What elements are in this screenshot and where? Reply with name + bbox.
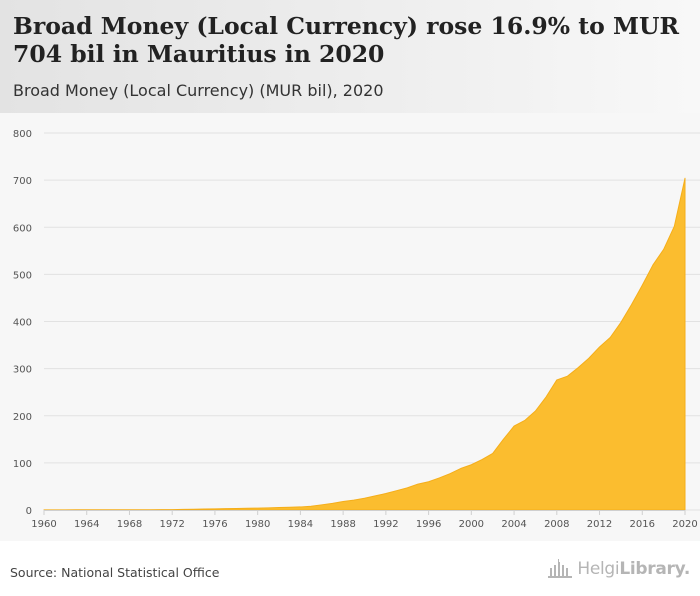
data-point	[481, 459, 483, 461]
data-point	[406, 487, 408, 489]
logo-text-library: Library.	[619, 559, 690, 579]
y-tick-label: 300	[13, 365, 32, 376]
y-tick-label: 600	[13, 223, 32, 234]
data-point	[460, 468, 462, 470]
data-point	[428, 481, 430, 483]
data-point	[289, 506, 291, 508]
data-point	[203, 508, 205, 510]
data-point	[588, 357, 590, 359]
x-tick-label: 2004	[501, 519, 526, 530]
y-tick-label: 500	[13, 270, 32, 281]
x-tick-label: 1960	[31, 519, 56, 530]
data-point	[364, 497, 366, 499]
data-point	[321, 504, 323, 506]
data-point	[332, 503, 334, 505]
x-tick-label: 1992	[373, 519, 398, 530]
x-tick-label: 1996	[416, 519, 441, 530]
data-point	[310, 505, 312, 507]
data-point	[620, 322, 622, 324]
data-point	[278, 507, 280, 509]
chart-subtitle: Broad Money (Local Currency) (MUR bil), …	[13, 81, 384, 100]
chart-header: Broad Money (Local Currency) rose 16.9% …	[0, 0, 700, 113]
x-tick-label: 1968	[117, 519, 142, 530]
data-point	[300, 506, 302, 508]
data-point	[577, 367, 579, 369]
x-tick-label: 1972	[159, 519, 184, 530]
data-point	[567, 375, 569, 377]
data-area	[43, 177, 686, 511]
series-area	[43, 177, 686, 511]
data-point	[246, 508, 248, 510]
data-point	[599, 346, 601, 348]
data-point	[471, 464, 473, 466]
axis-ticks: 0 100 200 300 400 500 600 700 800 1960 1964 1968 197…	[13, 129, 698, 530]
data-point	[353, 499, 355, 501]
data-point	[535, 410, 537, 412]
data-point	[385, 493, 387, 495]
source-note: Source: National Statistical Office	[10, 565, 220, 580]
x-tick-label: 2016	[630, 519, 655, 530]
data-point	[652, 264, 654, 266]
logo-text-helgi: Helgi	[577, 559, 620, 579]
x-tick-label: 1980	[245, 519, 270, 530]
data-point	[449, 473, 451, 475]
helgi-library-logo[interactable]: HelgiLibrary.	[547, 559, 690, 579]
x-tick-label: 2012	[587, 519, 612, 530]
x-tick-label: 2020	[672, 519, 697, 530]
data-point	[374, 495, 376, 497]
data-point	[545, 396, 547, 398]
y-tick-label: 400	[13, 318, 32, 329]
data-point	[609, 337, 611, 339]
data-point	[556, 379, 558, 381]
area-chart: 0 100 200 300 400 500 600 700 800 1960 1964 1968 197…	[13, 129, 700, 530]
data-point	[438, 477, 440, 479]
data-point	[663, 249, 665, 251]
x-tick-label: 1976	[202, 519, 227, 530]
x-tick-label: 1988	[330, 519, 355, 530]
data-point	[524, 420, 526, 422]
y-tick-label: 200	[13, 412, 32, 423]
data-point	[417, 483, 419, 485]
data-point	[182, 509, 184, 511]
data-point	[641, 284, 643, 286]
data-point	[492, 453, 494, 455]
x-tick-label: 1984	[288, 519, 313, 530]
data-point	[674, 226, 676, 228]
data-point	[513, 425, 515, 427]
chart-title: Broad Money (Local Currency) rose 16.9% …	[13, 12, 680, 68]
y-tick-label: 0	[26, 506, 32, 517]
y-tick-label: 800	[13, 129, 32, 140]
data-point	[503, 439, 505, 441]
chart-footer: Source: National Statistical Office Helg…	[0, 541, 700, 596]
data-point	[225, 508, 227, 510]
data-point	[396, 490, 398, 492]
data-point	[214, 508, 216, 510]
x-tick-label: 1964	[74, 519, 99, 530]
data-point	[236, 508, 238, 510]
data-point	[342, 501, 344, 503]
library-building-icon	[548, 559, 573, 578]
y-tick-label: 100	[13, 459, 32, 470]
x-tick-label: 2008	[544, 519, 569, 530]
x-tick-label: 2000	[459, 519, 484, 530]
y-tick-label: 700	[13, 176, 32, 187]
data-point	[257, 507, 259, 509]
data-point	[631, 304, 633, 306]
data-point	[268, 507, 270, 509]
data-point	[684, 177, 686, 179]
data-point	[193, 508, 195, 510]
